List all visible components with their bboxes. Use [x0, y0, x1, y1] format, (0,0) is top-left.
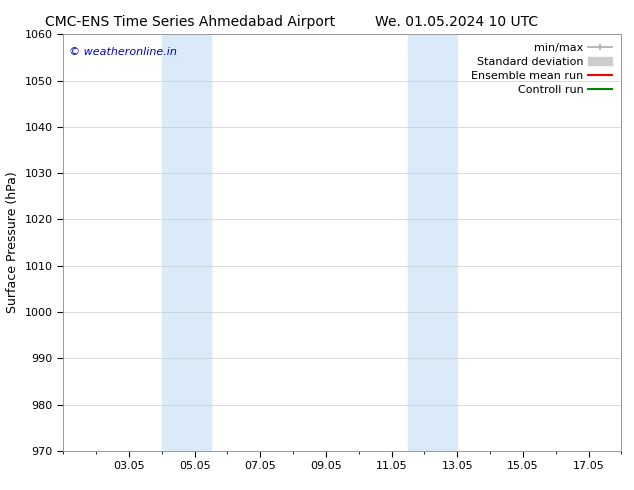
Legend: min/max, Standard deviation, Ensemble mean run, Controll run: min/max, Standard deviation, Ensemble me… [468, 40, 616, 98]
Bar [162, 34, 211, 451]
Y-axis label: Surface Pressure (hPa): Surface Pressure (hPa) [6, 172, 19, 314]
Bar [408, 34, 457, 451]
Text: © weatheronline.in: © weatheronline.in [69, 47, 177, 57]
Text: We. 01.05.2024 10 UTC: We. 01.05.2024 10 UTC [375, 15, 538, 29]
Text: CMC-ENS Time Series Ahmedabad Airport: CMC-ENS Time Series Ahmedabad Airport [45, 15, 335, 29]
